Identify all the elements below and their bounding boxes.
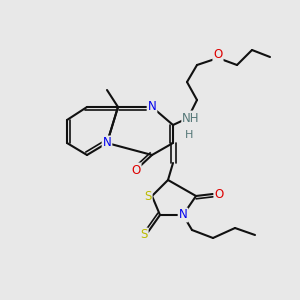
Text: S: S [144,190,152,202]
Text: O: O [214,188,224,200]
Text: O: O [131,164,141,176]
Text: N: N [148,100,156,113]
Text: NH: NH [182,112,200,124]
Text: N: N [103,136,111,149]
Text: N: N [178,208,188,221]
Text: O: O [213,49,223,62]
Text: H: H [185,130,193,140]
Text: S: S [140,229,148,242]
